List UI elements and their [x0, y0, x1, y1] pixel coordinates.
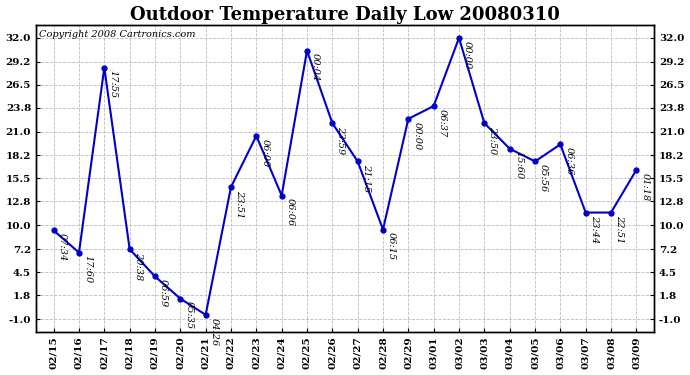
Text: 05:56: 05:56 — [539, 164, 548, 192]
Text: 07:34: 07:34 — [58, 233, 67, 261]
Text: 05:35: 05:35 — [184, 302, 193, 330]
Text: 17:60: 17:60 — [83, 255, 92, 284]
Text: 15:60: 15:60 — [514, 152, 523, 180]
Text: 04:26: 04:26 — [210, 318, 219, 346]
Text: 06:15: 06:15 — [387, 232, 396, 261]
Text: 01:18: 01:18 — [640, 173, 649, 201]
Text: 20:38: 20:38 — [134, 252, 143, 280]
Text: 23:44: 23:44 — [590, 215, 599, 244]
Text: 06:37: 06:37 — [438, 109, 447, 137]
Text: 06:06: 06:06 — [286, 198, 295, 226]
Title: Outdoor Temperature Daily Low 20080310: Outdoor Temperature Daily Low 20080310 — [130, 6, 560, 24]
Text: 00:04: 00:04 — [311, 54, 320, 82]
Text: 00:00: 00:00 — [413, 122, 422, 150]
Text: 06:36: 06:36 — [564, 147, 573, 176]
Text: 21:15: 21:15 — [362, 164, 371, 192]
Text: 23:51: 23:51 — [235, 190, 244, 218]
Text: 00:00: 00:00 — [463, 40, 472, 69]
Text: 22:51: 22:51 — [615, 215, 624, 244]
Text: 23:50: 23:50 — [489, 126, 497, 154]
Text: 06:00: 06:00 — [261, 139, 270, 167]
Text: Copyright 2008 Cartronics.com: Copyright 2008 Cartronics.com — [39, 30, 195, 39]
Text: 23:59: 23:59 — [337, 126, 346, 154]
Text: 17:55: 17:55 — [108, 70, 117, 99]
Text: 06:59: 06:59 — [159, 279, 168, 308]
